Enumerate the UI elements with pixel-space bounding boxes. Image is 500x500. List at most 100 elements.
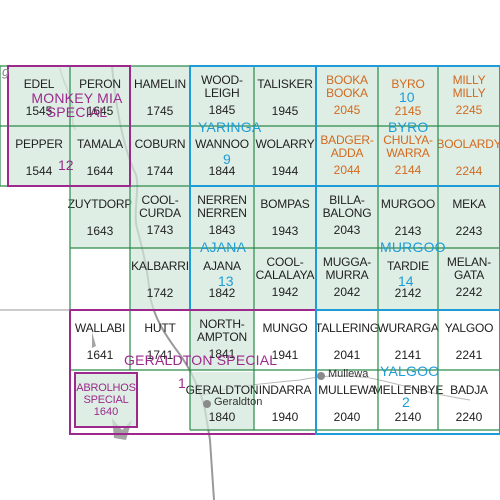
- sheet-name: BOMPAS: [260, 197, 310, 211]
- monkey-mia-boundary: [7, 65, 131, 187]
- sheet-name: TAMALA: [77, 137, 123, 151]
- sheet-byro[interactable]: BYRO 2145: [378, 66, 438, 126]
- sheet-number: 2243: [455, 224, 483, 238]
- sheet-geraldton[interactable]: GERALDTON 1840: [186, 372, 259, 430]
- sheet-booka-booka[interactable]: BOOKA BOOKA 2045: [316, 66, 378, 126]
- sheet-number: 1643: [86, 224, 114, 238]
- sheet-name: BILLA- BALONG: [322, 193, 372, 220]
- island-small: [92, 332, 96, 348]
- sheet-name: BOOKA BOOKA: [326, 73, 368, 100]
- sheet-number: 1943: [271, 224, 299, 238]
- sheet-nerren-nerren[interactable]: NERREN NERREN 1843: [190, 186, 254, 248]
- sheet-name: WURARGA: [377, 321, 439, 335]
- sheet-name: COOL- CALALAYA: [255, 255, 315, 282]
- sheet-coolcalalaya[interactable]: COOL- CALALAYA 1942: [254, 248, 316, 310]
- sheet-name: EDEL: [23, 77, 55, 91]
- sheet-name: BADGER- ADDA: [320, 133, 374, 160]
- sheet-hutt[interactable]: HUTT 1741: [130, 310, 190, 370]
- sheet-edel[interactable]: EDEL 1545: [8, 66, 70, 126]
- sheet-name: HAMELIN: [134, 77, 186, 91]
- sheet-name: WOLARRY: [255, 137, 315, 151]
- sheet-name: KALBARRI: [131, 259, 189, 273]
- sheet-name: NERREN NERREN: [197, 193, 247, 220]
- sheet-mullewa[interactable]: MULLEWA 2040: [316, 372, 378, 430]
- sheet-number: 2245: [455, 103, 483, 117]
- group-number-ajana: 13: [218, 273, 234, 289]
- sheet-name: TARDIE: [387, 259, 429, 273]
- sheet-indarra[interactable]: INDARRA 1940: [254, 372, 316, 430]
- sheet-zuytdorp[interactable]: ZUYTDORP 1643: [67, 186, 133, 248]
- sheet-muggamurra[interactable]: MUGGA- MURRA 2042: [316, 248, 378, 310]
- sheet-talisker[interactable]: TALISKER 1945: [254, 66, 316, 126]
- sheet-name: ZUYTDORP: [67, 197, 133, 211]
- sheet-name: MELAN- GATA: [446, 255, 492, 282]
- sheet-tardie[interactable]: TARDIE 2142: [378, 248, 438, 310]
- sheet-tallering[interactable]: TALLERING 2041: [315, 310, 379, 370]
- sheet-wolarry[interactable]: WOLARRY 1944: [254, 126, 316, 186]
- sheet-wurarga[interactable]: WURARGA 2141: [377, 310, 439, 370]
- sheet-yalgoo[interactable]: YALGOO 2241: [438, 310, 500, 370]
- sheet-number: 2242: [455, 285, 483, 299]
- sheet-wallabi[interactable]: WALLABI 1641: [70, 310, 130, 370]
- sheet-milly-milly[interactable]: MILLY MILLY 2245: [438, 66, 500, 126]
- sheet-ajana[interactable]: AJANA 1842: [190, 248, 254, 310]
- sheet-number: 1644: [86, 164, 114, 178]
- sheet-pepper[interactable]: PEPPER 1544: [8, 126, 70, 186]
- sheet-hamelin[interactable]: HAMELIN 1745: [130, 66, 190, 126]
- sheet-mellenbye[interactable]: MELLENBYE 2140: [373, 372, 443, 430]
- sheet-number: 1844: [208, 164, 236, 178]
- sheet-number: 2040: [333, 410, 361, 424]
- sheet-coolcurda[interactable]: COOL- CURDA 1743: [130, 186, 190, 248]
- sheet-meka[interactable]: MEKA 2243: [438, 186, 500, 248]
- sheet-billabalong[interactable]: BILLA- BALONG 2043: [316, 186, 378, 248]
- sheet-abrolhos-special[interactable]: ABROLHOS SPECIAL 1640: [74, 372, 138, 428]
- sheet-number: 1842: [208, 286, 236, 300]
- sheet-number: 1743: [146, 223, 174, 237]
- yalgoo-boundary: [315, 309, 500, 435]
- sheet-name: INDARRA: [258, 383, 312, 397]
- sheet-badja[interactable]: BADJA 2240: [438, 372, 500, 430]
- sheet-name: PEPPER: [15, 137, 63, 151]
- sheet-woodleigh[interactable]: WOOD- LEIGH 1845: [190, 66, 254, 126]
- group-number-byro: 10: [399, 89, 415, 105]
- group-number-murgoo: 14: [398, 273, 414, 289]
- sheet-name: HUTT: [144, 321, 176, 335]
- sheet-tamala[interactable]: TAMALA 1644: [70, 126, 130, 186]
- sheet-murgoo[interactable]: MURGOO 2143: [378, 186, 438, 248]
- sheet-chulyawarra[interactable]: CHULYA- WARRA 2144: [378, 126, 438, 186]
- sheet-number: 1940: [271, 410, 299, 424]
- sheet-name: AJANA: [203, 259, 241, 273]
- sheet-name: BADJA: [450, 383, 488, 397]
- sheet-name: BOOLARDY: [436, 137, 500, 151]
- sheet-boolardy[interactable]: BOOLARDY 2244: [436, 126, 500, 186]
- sheet-kalbarri[interactable]: KALBARRI 1742: [130, 248, 190, 310]
- sheet-number: 2241: [455, 348, 483, 362]
- sheet-peron[interactable]: PERON 1645: [70, 66, 130, 126]
- sheet-coburn[interactable]: COBURN 1744: [130, 126, 190, 186]
- sheet-number: 2142: [394, 286, 422, 300]
- sheet-northampton[interactable]: NORTH- AMPTON 1841: [190, 310, 254, 370]
- group-number-yaringa: 9: [223, 151, 231, 167]
- sheet-wannoo[interactable]: WANNOO 1844: [190, 126, 254, 186]
- sheet-number: 2145: [394, 104, 422, 118]
- sheet-name: NORTH- AMPTON: [197, 317, 247, 344]
- sheet-name: MILLY MILLY: [452, 73, 486, 100]
- sheet-number: 1640: [93, 406, 119, 418]
- sheet-number: 1942: [271, 285, 299, 299]
- sheet-bompas[interactable]: BOMPAS 1943: [254, 186, 316, 248]
- sheet-name: TALLERING: [315, 321, 379, 335]
- sheet-number: 1742: [146, 286, 174, 300]
- group-label-geraldton-special: GERALDTON SPECIAL: [124, 352, 278, 368]
- sheet-mungo[interactable]: MUNGO 1941: [254, 310, 316, 370]
- group-label-yaringa: YARINGA: [198, 119, 262, 135]
- sheet-name: WALLABI: [74, 321, 126, 335]
- corner-text: g: [2, 64, 10, 79]
- sheet-name: GERALDTON: [185, 383, 259, 397]
- sheet-melangata[interactable]: MELAN- GATA 2242: [438, 248, 500, 310]
- sheet-name: PERON: [79, 77, 121, 91]
- sheet-number: 1545: [25, 104, 53, 118]
- sheet-name: COOL- CURDA: [139, 193, 181, 220]
- sheet-badgeradda[interactable]: BADGER- ADDA 2044: [316, 126, 378, 186]
